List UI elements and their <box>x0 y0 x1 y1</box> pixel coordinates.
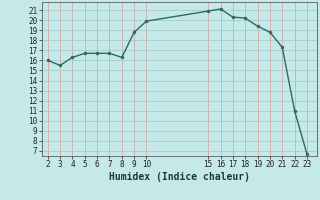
X-axis label: Humidex (Indice chaleur): Humidex (Indice chaleur) <box>109 172 250 182</box>
